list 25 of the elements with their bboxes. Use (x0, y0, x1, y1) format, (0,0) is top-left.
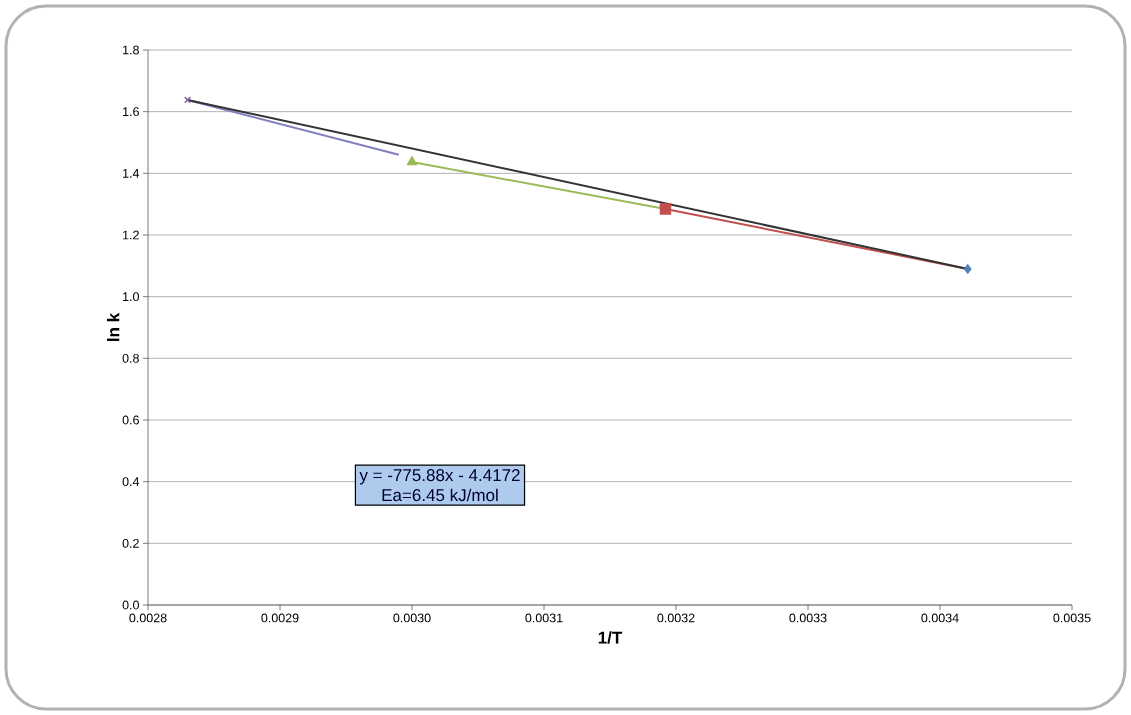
y-tick-label: 0.2 (122, 538, 139, 548)
x-tick-label: 0.0030 (393, 613, 431, 623)
x-tick-label: 0.0029 (261, 613, 299, 623)
x-tick-label: 0.0034 (921, 613, 959, 623)
y-axis-title: ln k (106, 312, 120, 341)
x-tick-label: 0.0031 (525, 613, 563, 623)
y-tick-label: 0.8 (122, 353, 139, 363)
y-tick-label: 1.4 (123, 169, 140, 178)
y-tick-label: 0.6 (122, 415, 139, 425)
x-tick-label: 0.0032 (657, 613, 695, 623)
y-tick-label: 0.4 (122, 477, 140, 487)
annotation: y = -775.88x - 4.4172 (359, 469, 520, 485)
y-tick-label: 1.8 (123, 45, 139, 55)
point (659, 203, 672, 215)
y-tick-label: 0.0 (122, 600, 139, 610)
y-tick-label: 1.0 (123, 292, 139, 302)
point (963, 264, 972, 274)
x-tick-label: 0.0035 (1053, 613, 1091, 623)
x-tick-label: 0.0028 (129, 613, 167, 623)
point (406, 156, 418, 166)
x-tick-label: 0.0033 (789, 613, 827, 623)
y-tick-label: 1.6 (123, 107, 139, 117)
x-axis-title: 1/T (598, 631, 623, 644)
annotation: Ea=6.45 kJ/mol (382, 488, 498, 502)
y-tick-label: 1.2 (123, 230, 139, 240)
